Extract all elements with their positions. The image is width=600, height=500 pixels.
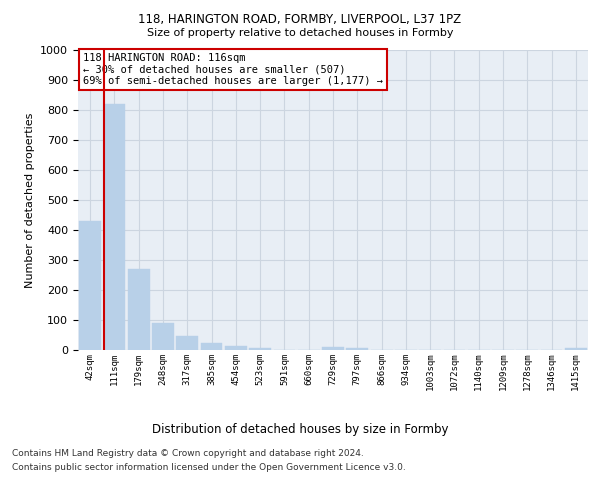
Bar	[104, 104, 125, 350]
Bar	[152, 323, 174, 350]
Bar	[565, 348, 587, 350]
Text: Contains public sector information licensed under the Open Government Licence v3: Contains public sector information licen…	[12, 464, 406, 472]
Bar	[322, 348, 344, 350]
Bar	[128, 269, 149, 350]
Bar	[225, 346, 247, 350]
Text: Size of property relative to detached houses in Formby: Size of property relative to detached ho…	[147, 28, 453, 38]
Bar	[249, 348, 271, 350]
Bar	[200, 344, 223, 350]
Text: 118, HARINGTON ROAD, FORMBY, LIVERPOOL, L37 1PZ: 118, HARINGTON ROAD, FORMBY, LIVERPOOL, …	[139, 12, 461, 26]
Text: 118 HARINGTON ROAD: 116sqm
← 30% of detached houses are smaller (507)
69% of sem: 118 HARINGTON ROAD: 116sqm ← 30% of deta…	[83, 53, 383, 86]
Text: Contains HM Land Registry data © Crown copyright and database right 2024.: Contains HM Land Registry data © Crown c…	[12, 448, 364, 458]
Text: Distribution of detached houses by size in Formby: Distribution of detached houses by size …	[152, 422, 448, 436]
Bar	[176, 336, 198, 350]
Y-axis label: Number of detached properties: Number of detached properties	[25, 112, 35, 288]
Bar	[346, 348, 368, 350]
Bar	[79, 221, 101, 350]
